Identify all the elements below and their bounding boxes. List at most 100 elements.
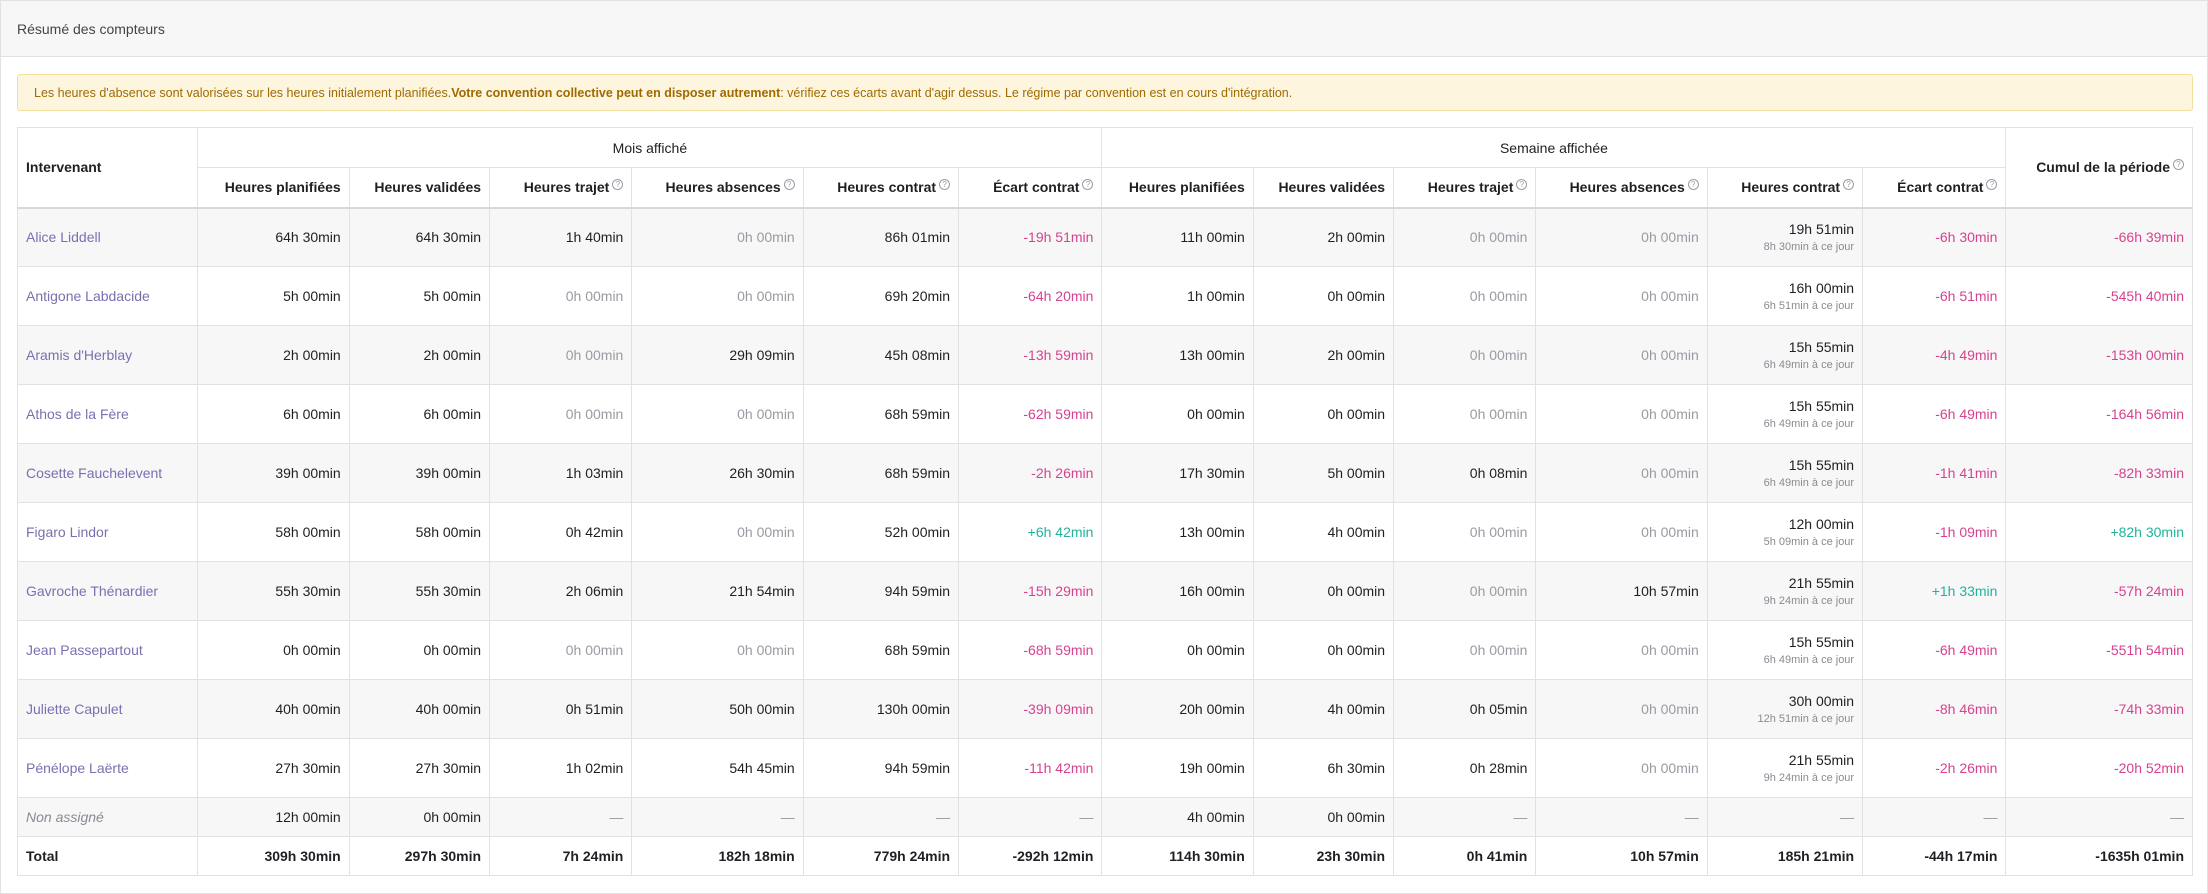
cell-value: 12h 00min 5h 09min à ce jour [1706, 502, 1864, 562]
cell-value: -11h 42min [958, 738, 1103, 798]
help-icon[interactable]: ? [783, 179, 795, 191]
contract-to-date: 6h 49min à ce jour [1763, 477, 1855, 489]
counters-table-wrapper: Intervenant Mois affiché Semaine affiché… [16, 127, 2193, 876]
cell-value: 0h 00min [1535, 325, 1708, 385]
help-icon[interactable]: ? [1516, 179, 1528, 191]
help-icon[interactable]: ? [1082, 179, 1094, 191]
alert-text-1: Les heures d'absence sont valorisées sur… [34, 85, 452, 100]
table-row: Gavroche Thénardier 55h 30min 55h 30min 2h … [16, 561, 2193, 621]
cell-value: 0h 00min [1252, 561, 1395, 621]
cell-value: 0h 00min [1252, 266, 1395, 326]
cell-value: 185h 21min [1706, 836, 1864, 876]
help-icon[interactable]: ? [939, 179, 951, 191]
intervenant-link[interactable]: Juliette Capulet [16, 679, 199, 739]
cell-value: 15h 55min 6h 49min à ce jour [1706, 325, 1864, 385]
cell-value: 6h 30min [1252, 738, 1395, 798]
intervenant-link[interactable]: Antigone Labdacide [16, 266, 199, 326]
cell-value: 58h 00min [197, 502, 350, 562]
intervenant-link[interactable]: Cosette Fauchelevent [16, 443, 199, 503]
help-icon[interactable]: ? [1687, 179, 1699, 191]
column-header-6[interactable]: Heures planifiées [1101, 167, 1254, 208]
header-intervenant[interactable]: Intervenant [16, 127, 199, 208]
cell-value: 16h 00min [1101, 561, 1254, 621]
column-header-8[interactable]: Heures trajet? [1393, 167, 1537, 208]
contract-hours: 15h 55min [1788, 634, 1855, 650]
contract-hours: 15h 55min [1788, 457, 1855, 473]
cell-value: 0h 00min [1252, 620, 1395, 680]
intervenant-link[interactable]: Pénélope Laërte [16, 738, 199, 798]
cell-value: -20h 52min [2005, 738, 2193, 798]
header-cumul[interactable]: Cumul de la période? [2005, 127, 2193, 208]
column-header-11[interactable]: Écart contrat? [1862, 167, 2007, 208]
header-cumul-label: Cumul de la période [2036, 159, 2170, 176]
cell-value: 52h 00min [802, 502, 960, 562]
cell-value: 0h 51min [489, 679, 633, 739]
cell-value: 0h 00min [489, 620, 633, 680]
cell-value: 68h 59min [802, 620, 960, 680]
cell-value: 64h 30min [197, 207, 350, 267]
cell-value: — [631, 797, 804, 837]
cell-value: 0h 00min [1101, 384, 1254, 444]
help-icon[interactable]: ? [612, 179, 624, 191]
cell-value: 27h 30min [348, 738, 491, 798]
help-icon[interactable]: ? [2173, 159, 2184, 171]
column-header-2[interactable]: Heures trajet? [489, 167, 633, 208]
cell-value: -66h 39min [2005, 207, 2193, 267]
alert-text-bold: Votre convention collective peut en disp… [451, 85, 781, 100]
cell-value: — [1393, 797, 1537, 837]
cell-value: -39h 09min [958, 679, 1103, 739]
cell-value: 55h 30min [197, 561, 350, 621]
cell-value: -6h 51min [1862, 266, 2007, 326]
intervenant-link[interactable]: Aramis d'Herblay [16, 325, 199, 385]
cell-value: 86h 01min [802, 207, 960, 267]
cell-value: 4h 00min [1101, 797, 1254, 837]
column-header-0[interactable]: Heures planifiées [197, 167, 350, 208]
header-group-month: Mois affiché [197, 127, 1103, 168]
cell-value: 0h 05min [1393, 679, 1537, 739]
cell-value: 1h 00min [1101, 266, 1254, 326]
column-header-1[interactable]: Heures validées [348, 167, 491, 208]
cell-value: -164h 56min [2005, 384, 2193, 444]
cell-value: 39h 00min [197, 443, 350, 503]
row-label: Total [16, 836, 199, 876]
cell-value: 0h 00min [631, 384, 804, 444]
cell-value: — [1862, 797, 2007, 837]
help-icon[interactable]: ? [1986, 179, 1998, 191]
cell-value: 5h 00min [197, 266, 350, 326]
panel-title: Résumé des compteurs [1, 1, 2207, 57]
intervenant-link[interactable]: Athos de la Fère [16, 384, 199, 444]
cell-value: -6h 49min [1862, 620, 2007, 680]
cell-value: +6h 42min [958, 502, 1103, 562]
cell-value: — [1706, 797, 1864, 837]
cell-value: 0h 00min [631, 502, 804, 562]
cell-value: 0h 00min [1393, 561, 1537, 621]
cell-value: 0h 00min [1252, 797, 1395, 837]
cell-value: 12h 00min [197, 797, 350, 837]
cell-value: 2h 00min [1252, 325, 1395, 385]
intervenant-link[interactable]: Alice Liddell [16, 207, 199, 267]
column-header-label: Heures contrat [1741, 179, 1841, 196]
column-header-5[interactable]: Écart contrat? [958, 167, 1103, 208]
intervenant-link[interactable]: Figaro Lindor [16, 502, 199, 562]
column-header-9[interactable]: Heures absences? [1535, 167, 1708, 208]
column-header-10[interactable]: Heures contrat? [1706, 167, 1864, 208]
intervenant-link[interactable]: Gavroche Thénardier [16, 561, 199, 621]
unassigned-row: Non assigné 12h 00min 0h 00min — — — —4h 00min… [16, 797, 2193, 837]
cell-value: -4h 49min [1862, 325, 2007, 385]
column-header-3[interactable]: Heures absences? [631, 167, 804, 208]
help-icon[interactable]: ? [1843, 179, 1855, 191]
cell-value: 64h 30min [348, 207, 491, 267]
contract-to-date: 5h 09min à ce jour [1763, 536, 1855, 548]
cell-value: 11h 00min [1101, 207, 1254, 267]
cell-value: 0h 00min [1535, 502, 1708, 562]
cell-value: -545h 40min [2005, 266, 2193, 326]
cell-value: 1h 40min [489, 207, 633, 267]
cell-value: 23h 30min [1252, 836, 1395, 876]
cell-value: 0h 00min [1393, 384, 1537, 444]
contract-to-date: 6h 49min à ce jour [1763, 654, 1855, 666]
column-header-4[interactable]: Heures contrat? [802, 167, 960, 208]
column-header-7[interactable]: Heures validées [1252, 167, 1395, 208]
column-header-label: Heures contrat [837, 179, 937, 196]
cell-value: 40h 00min [348, 679, 491, 739]
intervenant-link[interactable]: Jean Passepartout [16, 620, 199, 680]
